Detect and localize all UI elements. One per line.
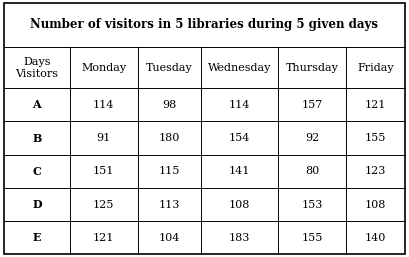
- Text: 92: 92: [305, 133, 319, 143]
- Text: 153: 153: [301, 200, 323, 209]
- Text: 121: 121: [93, 233, 115, 243]
- Text: E: E: [33, 232, 41, 243]
- Text: 180: 180: [159, 133, 180, 143]
- Text: 125: 125: [93, 200, 115, 209]
- Text: Monday: Monday: [81, 63, 126, 73]
- Text: 104: 104: [159, 233, 180, 243]
- Text: 98: 98: [162, 100, 176, 110]
- Text: 121: 121: [365, 100, 386, 110]
- Text: 80: 80: [305, 166, 319, 176]
- Text: C: C: [32, 166, 41, 177]
- Text: 154: 154: [229, 133, 250, 143]
- Text: 123: 123: [365, 166, 386, 176]
- Text: 115: 115: [159, 166, 180, 176]
- Text: A: A: [33, 99, 41, 110]
- Text: Friday: Friday: [357, 63, 394, 73]
- Text: B: B: [32, 133, 42, 144]
- Text: 113: 113: [159, 200, 180, 209]
- Text: 155: 155: [365, 133, 386, 143]
- Text: D: D: [32, 199, 42, 210]
- Text: 157: 157: [302, 100, 323, 110]
- Text: 155: 155: [301, 233, 323, 243]
- Text: 108: 108: [229, 200, 250, 209]
- Text: 91: 91: [97, 133, 111, 143]
- Text: 108: 108: [365, 200, 386, 209]
- Text: Days
Visitors: Days Visitors: [16, 57, 58, 79]
- Text: Thursday: Thursday: [286, 63, 339, 73]
- Text: 140: 140: [365, 233, 386, 243]
- Text: 141: 141: [229, 166, 250, 176]
- Text: Wednesday: Wednesday: [208, 63, 271, 73]
- Text: Tuesday: Tuesday: [146, 63, 193, 73]
- Text: 151: 151: [93, 166, 115, 176]
- Text: 183: 183: [229, 233, 250, 243]
- Text: Number of visitors in 5 libraries during 5 given days: Number of visitors in 5 libraries during…: [31, 19, 378, 31]
- Text: 114: 114: [93, 100, 115, 110]
- Text: 114: 114: [229, 100, 250, 110]
